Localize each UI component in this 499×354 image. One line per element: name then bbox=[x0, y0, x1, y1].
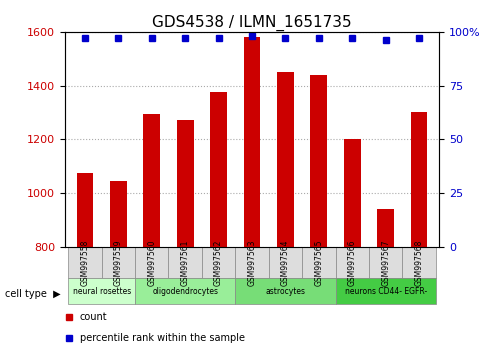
Bar bbox=[143, 114, 160, 247]
FancyBboxPatch shape bbox=[236, 278, 335, 304]
Bar bbox=[110, 181, 127, 247]
Text: GSM997558: GSM997558 bbox=[80, 239, 89, 286]
Bar bbox=[244, 37, 260, 247]
FancyBboxPatch shape bbox=[102, 247, 135, 278]
Bar bbox=[411, 113, 428, 247]
Text: percentile rank within the sample: percentile rank within the sample bbox=[80, 333, 245, 343]
Text: GSM997564: GSM997564 bbox=[281, 239, 290, 286]
FancyBboxPatch shape bbox=[68, 278, 135, 304]
Text: count: count bbox=[80, 312, 107, 322]
Text: GSM997563: GSM997563 bbox=[248, 239, 256, 286]
Text: cell type  ▶: cell type ▶ bbox=[5, 289, 60, 299]
Text: neural rosettes: neural rosettes bbox=[72, 287, 131, 296]
FancyBboxPatch shape bbox=[169, 247, 202, 278]
FancyBboxPatch shape bbox=[335, 278, 436, 304]
Bar bbox=[76, 173, 93, 247]
Title: GDS4538 / ILMN_1651735: GDS4538 / ILMN_1651735 bbox=[152, 14, 352, 30]
Bar bbox=[377, 209, 394, 247]
Bar bbox=[310, 75, 327, 247]
FancyBboxPatch shape bbox=[135, 278, 236, 304]
Text: GSM997562: GSM997562 bbox=[214, 239, 223, 286]
FancyBboxPatch shape bbox=[135, 247, 169, 278]
FancyBboxPatch shape bbox=[369, 247, 402, 278]
Text: astrocytes: astrocytes bbox=[265, 287, 305, 296]
FancyBboxPatch shape bbox=[202, 247, 236, 278]
FancyBboxPatch shape bbox=[268, 247, 302, 278]
FancyBboxPatch shape bbox=[68, 247, 102, 278]
FancyBboxPatch shape bbox=[236, 247, 268, 278]
Text: neurons CD44- EGFR-: neurons CD44- EGFR- bbox=[344, 287, 427, 296]
Bar bbox=[210, 92, 227, 247]
FancyBboxPatch shape bbox=[402, 247, 436, 278]
Text: GSM997560: GSM997560 bbox=[147, 239, 156, 286]
Text: oligodendrocytes: oligodendrocytes bbox=[152, 287, 218, 296]
Text: GSM997565: GSM997565 bbox=[314, 239, 323, 286]
FancyBboxPatch shape bbox=[335, 247, 369, 278]
Text: GSM997559: GSM997559 bbox=[114, 239, 123, 286]
Text: GSM997566: GSM997566 bbox=[348, 239, 357, 286]
FancyBboxPatch shape bbox=[302, 247, 335, 278]
Text: GSM997567: GSM997567 bbox=[381, 239, 390, 286]
Text: GSM997561: GSM997561 bbox=[181, 239, 190, 286]
Text: GSM997568: GSM997568 bbox=[415, 239, 424, 286]
Bar bbox=[344, 139, 361, 247]
Bar bbox=[177, 120, 194, 247]
Bar bbox=[277, 72, 294, 247]
